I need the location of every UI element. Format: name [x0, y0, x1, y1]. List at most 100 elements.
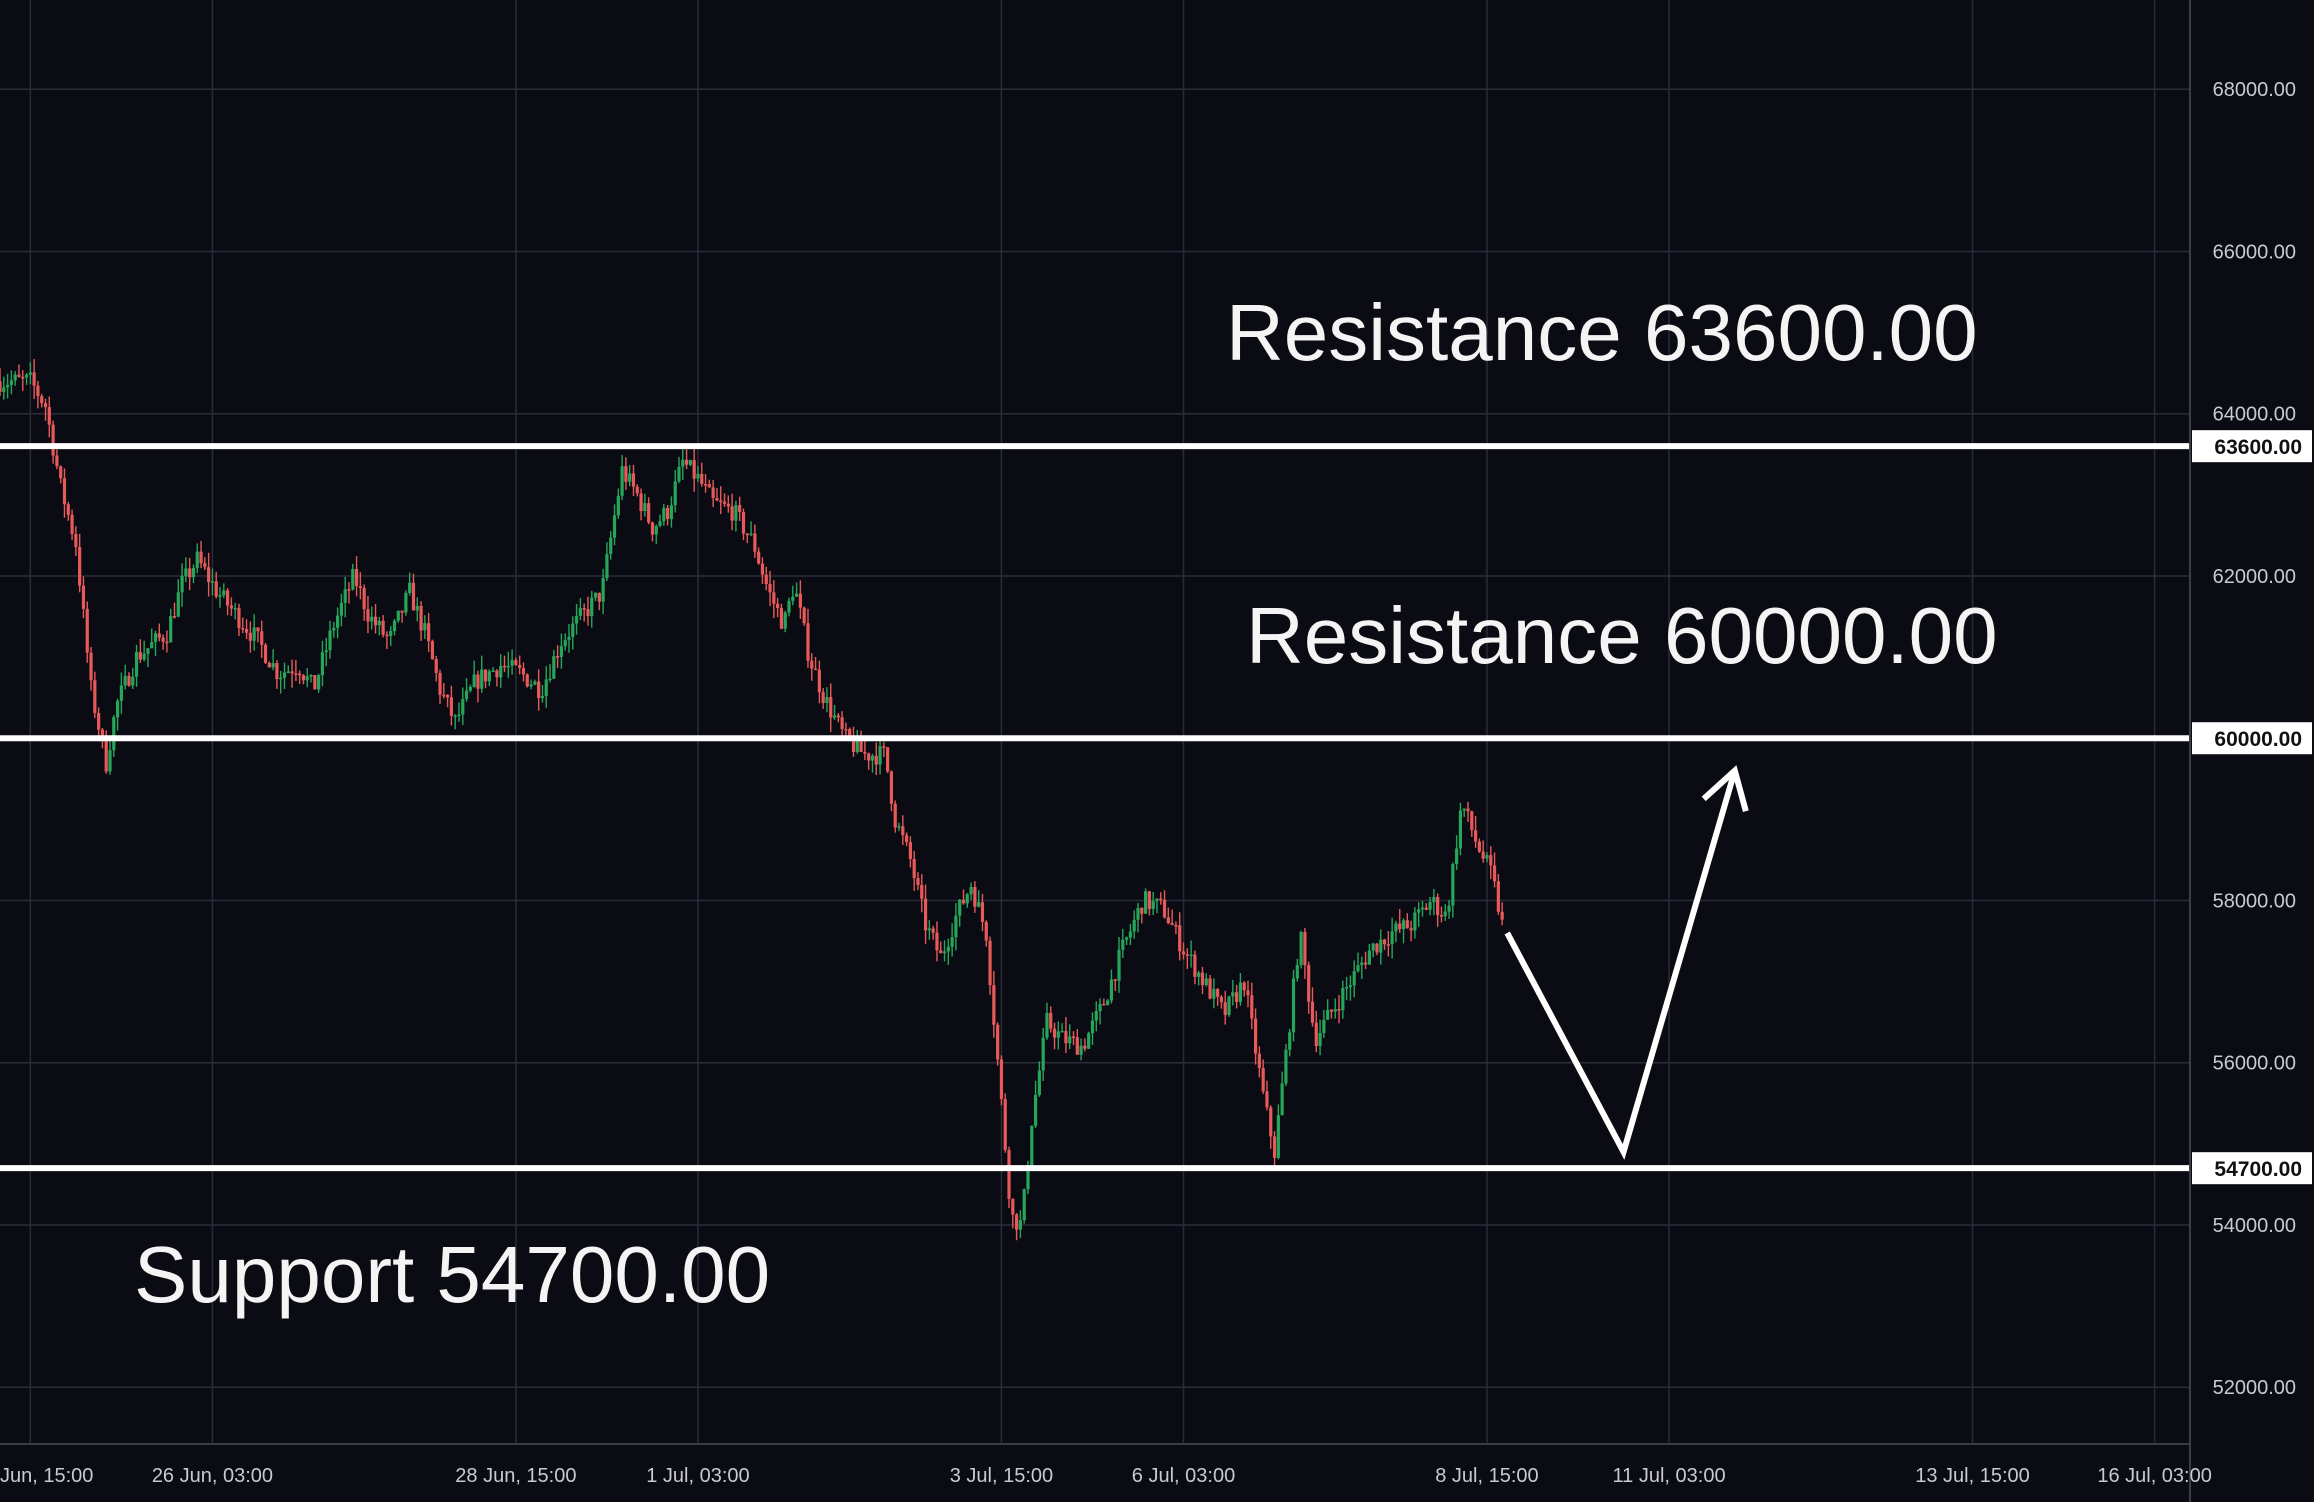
candle-body	[78, 547, 82, 586]
candle-body	[1018, 1220, 1022, 1230]
time-tick-label: 13 Jul, 15:00	[1915, 1465, 2030, 1487]
candle-body	[233, 608, 237, 610]
candle-body	[81, 585, 86, 609]
candle-body	[286, 671, 290, 673]
candle-body	[597, 592, 601, 602]
candle-body	[1071, 1036, 1076, 1038]
candle-body	[1155, 898, 1159, 901]
candle-body	[654, 525, 658, 535]
candle-body	[271, 662, 275, 668]
candle-body	[1424, 907, 1428, 910]
level-label-text: 54700.00	[2214, 1158, 2302, 1181]
candle-body	[332, 627, 336, 631]
candle-body	[9, 380, 13, 385]
candle-body	[1291, 978, 1296, 1033]
candle-body	[1261, 1068, 1265, 1092]
candle-body	[427, 623, 431, 642]
candle-body	[1181, 951, 1186, 955]
candle-body	[131, 676, 135, 686]
resistance-60000-annotation: Resistance 60000.00	[1246, 591, 1998, 680]
candle-body	[726, 503, 730, 507]
candle-body	[150, 642, 154, 649]
candle-body	[408, 582, 412, 593]
candle-body	[438, 672, 442, 695]
candle-body	[927, 928, 931, 931]
candle-body	[343, 589, 347, 603]
candle-body	[1060, 1030, 1064, 1033]
candle-body	[609, 537, 613, 555]
candle-body	[1253, 1018, 1258, 1054]
candle-body	[996, 1024, 1000, 1060]
candle-body	[146, 648, 150, 654]
candle-body	[1166, 917, 1170, 924]
candle-body	[1390, 931, 1394, 945]
candle-body	[373, 616, 378, 626]
candle-body	[275, 662, 279, 680]
candle-body	[434, 659, 438, 673]
candle-body	[525, 674, 529, 687]
candle-body	[992, 985, 996, 1025]
candle-body	[1333, 1009, 1337, 1012]
candle-body	[199, 551, 203, 564]
candle-body	[1295, 965, 1299, 979]
candle-body	[1382, 939, 1387, 945]
candle-body	[628, 473, 632, 482]
candle-body	[43, 403, 48, 408]
candle-body	[643, 503, 647, 512]
candle-body	[867, 753, 871, 761]
candle-body	[279, 677, 283, 680]
candle-body	[730, 506, 734, 521]
time-tick-label: 8 Jul, 15:00	[1435, 1465, 1538, 1487]
projection-arrowhead	[1701, 765, 1749, 812]
candle-body	[878, 746, 882, 765]
candle-body	[707, 484, 711, 488]
candle-body	[1314, 1022, 1318, 1047]
candle-body	[301, 675, 306, 681]
candle-body	[157, 633, 161, 638]
candle-body	[1405, 920, 1409, 929]
level-lines	[0, 443, 2190, 1172]
time-tick-label: 26 Jun, 03:00	[152, 1465, 273, 1487]
candle-body	[1151, 900, 1155, 910]
candle-body	[1477, 841, 1481, 852]
time-tick-label: 1 Jul, 03:00	[646, 1465, 749, 1487]
candle-body	[980, 902, 985, 922]
candle-body	[639, 493, 643, 512]
candle-body	[533, 681, 537, 685]
time-tick-label: 6 Jul, 03:00	[1132, 1465, 1235, 1487]
candle-body	[1022, 1189, 1026, 1221]
candle-body	[1303, 932, 1307, 966]
candle-body	[662, 507, 666, 522]
candle-body	[950, 937, 954, 947]
candle-body	[760, 563, 765, 575]
candle-body	[1432, 896, 1436, 903]
candle-body	[290, 671, 294, 674]
candle-body	[855, 737, 859, 752]
time-axis[interactable]: Jun, 15:00 26 Jun, 03:00 28 Jun, 15:00 1 Ju…	[0, 1465, 2212, 1487]
candle-body	[590, 597, 594, 617]
candle-body	[115, 700, 120, 718]
candle-body	[502, 665, 507, 668]
candle-body	[180, 576, 184, 593]
candle-body	[757, 551, 761, 564]
candle-body	[370, 616, 374, 622]
candle-body	[1356, 965, 1360, 972]
candle-body	[127, 675, 131, 686]
candle-body	[798, 593, 802, 608]
candle-body	[1436, 896, 1440, 916]
candle-body	[36, 385, 40, 397]
candle-body	[1489, 855, 1493, 866]
projection-path[interactable]	[1504, 769, 1738, 1160]
candle-body	[1345, 986, 1349, 989]
candle-body	[377, 620, 381, 626]
candle-body	[510, 660, 514, 666]
level-label-text: 60000.00	[2214, 728, 2302, 751]
candle-body	[476, 674, 480, 689]
candle-body	[719, 500, 723, 502]
candle-body	[47, 407, 51, 425]
candle-body	[544, 679, 548, 697]
candle-body	[908, 842, 912, 859]
candle-body	[464, 690, 469, 700]
candle-body	[920, 884, 924, 899]
candle-body	[556, 656, 560, 658]
